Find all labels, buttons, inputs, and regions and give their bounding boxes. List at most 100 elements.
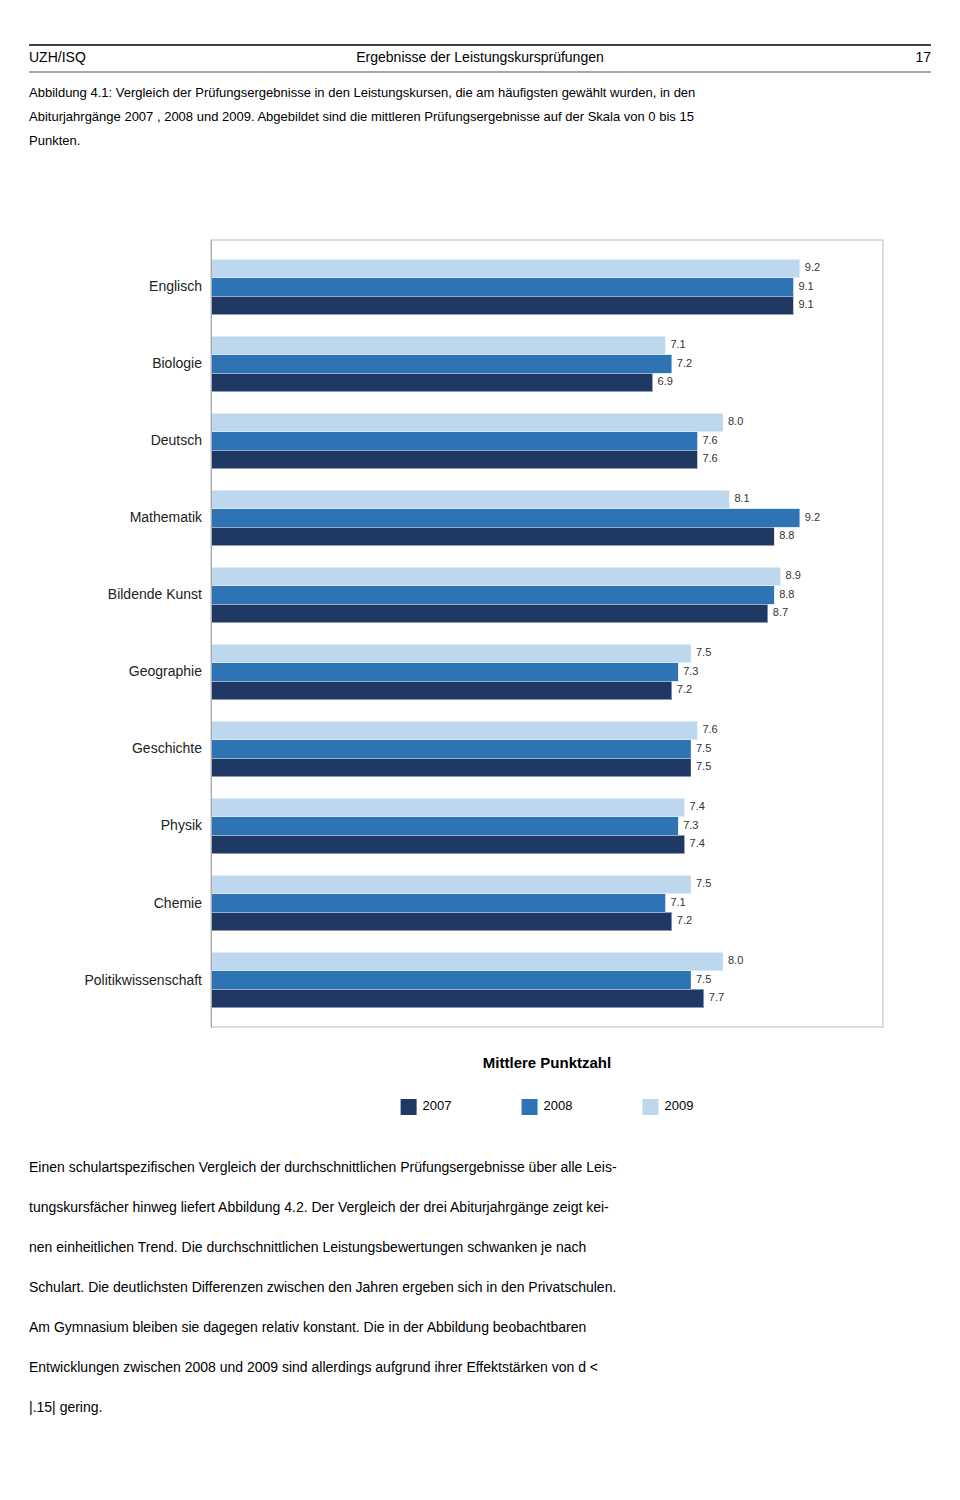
data-label: 7.6 <box>702 452 717 464</box>
y-tick-label: Bildende Kunst <box>108 586 202 602</box>
legend-label: 2008 <box>544 1098 573 1113</box>
legend-swatch <box>401 1099 417 1115</box>
bar <box>211 817 678 835</box>
bar <box>211 721 697 739</box>
caption-line: Abbildung 4.1: Vergleich der Prüfungserg… <box>29 85 695 100</box>
data-label: 7.5 <box>696 973 711 985</box>
data-label: 9.2 <box>805 261 820 273</box>
body-line: Entwicklungen zwischen 2008 und 2009 sin… <box>29 1359 598 1375</box>
y-tick-label: Physik <box>161 817 203 833</box>
data-label: 9.1 <box>798 280 813 292</box>
legend-swatch <box>522 1099 538 1115</box>
data-label: 9.2 <box>805 511 820 523</box>
body-line: Einen schulartspezifischen Vergleich der… <box>29 1159 617 1175</box>
data-label: 7.2 <box>677 914 692 926</box>
data-label: 7.6 <box>702 723 717 735</box>
bar <box>211 952 723 970</box>
bar <box>211 432 697 450</box>
body-line: Am Gymnasium bleiben sie dagegen relativ… <box>29 1319 586 1335</box>
page: UZH/ISQ Ergebnisse der Leistungskursprüfu… <box>0 0 960 1500</box>
y-tick: Englisch <box>149 278 202 294</box>
bar <box>211 644 691 662</box>
bar <box>211 490 729 508</box>
data-label: 8.0 <box>728 954 743 966</box>
data-label: 8.0 <box>728 415 743 427</box>
bar <box>211 971 691 989</box>
x-axis-title: Mittlere Punktzahl <box>483 1054 611 1071</box>
bar <box>211 527 774 545</box>
bar <box>211 586 774 604</box>
y-tick-label: Mathematik <box>130 509 203 525</box>
data-label: 7.7 <box>709 991 724 1003</box>
y-tick: Bildende Kunst <box>108 586 202 602</box>
bar <box>211 336 665 354</box>
y-tick-label: Deutsch <box>151 432 202 448</box>
legend-label: 2007 <box>423 1098 452 1113</box>
y-tick: Deutsch <box>151 432 202 448</box>
data-label: 7.5 <box>696 646 711 658</box>
header-text: 17 <box>915 49 931 65</box>
bar <box>211 989 704 1007</box>
y-tick: Biologie <box>152 355 202 371</box>
y-tick-label: Englisch <box>149 278 202 294</box>
bar <box>211 567 781 585</box>
header-text: Ergebnisse der Leistungskursprüfungen <box>356 49 604 65</box>
data-label: 8.9 <box>786 569 801 581</box>
bar <box>211 355 672 373</box>
data-labels: 7.77.27.47.57.28.78.87.66.99.17.57.17.37… <box>658 261 820 1003</box>
bars <box>211 259 800 1007</box>
bar <box>211 798 685 816</box>
body-line: nen einheitlichen Trend. Die durchschnit… <box>29 1239 586 1255</box>
y-tick: Geschichte <box>132 740 202 756</box>
data-label: 7.3 <box>683 819 698 831</box>
y-tick: Politikwissenschaft <box>85 972 203 988</box>
legend: 2007 2008 2009 <box>401 1098 694 1115</box>
header-rule <box>29 72 931 73</box>
chart: 7.77.27.47.57.28.78.87.66.99.17.57.17.37… <box>85 240 884 1028</box>
bar <box>211 740 691 758</box>
body-line: tungskursfächer hinweg liefert Abbildung… <box>29 1199 609 1215</box>
data-label: 7.1 <box>670 896 685 908</box>
legend-label: 2009 <box>664 1098 693 1113</box>
bar <box>211 912 672 930</box>
bar <box>211 875 691 893</box>
bar <box>211 509 800 527</box>
data-label: 8.8 <box>779 588 794 600</box>
bar <box>211 758 691 776</box>
body-line: Schulart. Die deutlichsten Differenzen z… <box>29 1279 616 1295</box>
y-tick-label: Geschichte <box>132 740 202 756</box>
legend-swatch <box>642 1099 658 1115</box>
data-label: 7.5 <box>696 760 711 772</box>
y-tick: Mathematik <box>130 509 203 525</box>
header-text: UZH/ISQ <box>29 49 86 65</box>
y-tick-label: Politikwissenschaft <box>85 972 203 988</box>
data-label: 9.1 <box>798 298 813 310</box>
data-label: 8.8 <box>779 529 794 541</box>
header-rule <box>29 44 931 46</box>
data-label: 7.4 <box>690 800 705 812</box>
data-label: 7.3 <box>683 665 698 677</box>
y-tick-label: Biologie <box>152 355 202 371</box>
data-label: 8.1 <box>734 492 749 504</box>
bar <box>211 894 665 912</box>
y-tick: Physik <box>161 817 203 833</box>
bar <box>211 663 678 681</box>
y-tick-label: Chemie <box>154 895 202 911</box>
bar <box>211 604 768 622</box>
data-label: 7.5 <box>696 742 711 754</box>
caption-line: Abiturjahrgänge 2007 , 2008 und 2009. Ab… <box>29 109 694 124</box>
bar <box>211 835 685 853</box>
legend-item: 2009 <box>642 1098 693 1115</box>
legend-item: 2007 <box>401 1098 452 1115</box>
data-label: 6.9 <box>658 375 673 387</box>
bar <box>211 413 723 431</box>
bar <box>211 450 697 468</box>
y-axis-line <box>211 241 212 1028</box>
y-tick: Chemie <box>154 895 202 911</box>
caption-line: Punkten. <box>29 133 80 148</box>
data-label: 8.7 <box>773 606 788 618</box>
bar <box>211 296 793 314</box>
y-axis: Englisch Biologie Deutsch Mathematik Bildend… <box>85 241 212 1028</box>
bar <box>211 259 800 277</box>
body-line: |.15| gering. <box>29 1399 102 1415</box>
